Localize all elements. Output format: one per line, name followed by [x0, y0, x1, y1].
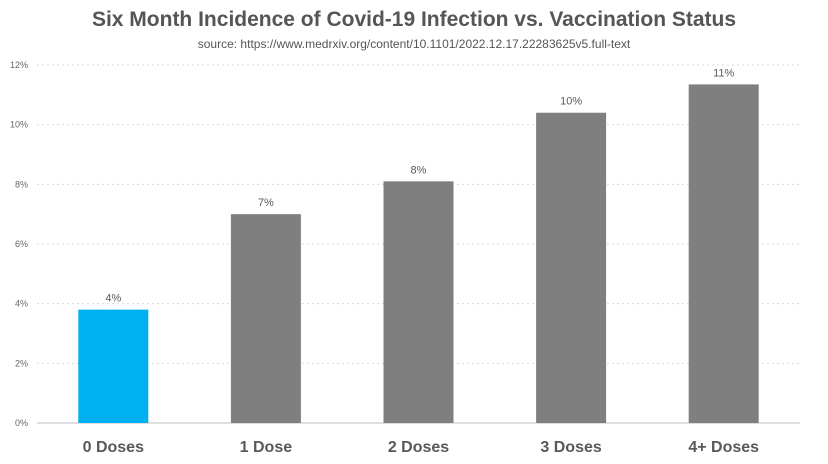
chart-title: Six Month Incidence of Covid-19 Infectio… — [91, 8, 737, 31]
y-tick-label: 8% — [15, 179, 28, 189]
x-tick-label: 2 Doses — [388, 439, 449, 456]
y-tick-label: 10% — [10, 120, 28, 130]
x-tick-label: 1 Dose — [240, 439, 293, 456]
y-tick-label: 12% — [10, 60, 28, 70]
data-label: 7% — [258, 197, 274, 209]
x-tick-label: 3 Doses — [540, 439, 601, 456]
chart-subtitle: source: https://www.medrxiv.org/content/… — [197, 37, 631, 51]
bar — [383, 181, 454, 423]
bar — [78, 309, 149, 423]
bar — [688, 84, 759, 424]
data-label: 11% — [713, 67, 734, 79]
y-tick-label: 2% — [15, 358, 28, 368]
data-label: 4% — [105, 293, 121, 305]
bar — [230, 214, 301, 423]
y-tick-label: 6% — [15, 239, 28, 249]
data-label: 8% — [411, 164, 427, 176]
data-label: 10% — [560, 96, 582, 108]
y-tick-label: 0% — [15, 418, 28, 428]
x-tick-label: 0 Doses — [83, 439, 144, 456]
bar — [536, 112, 607, 423]
x-tick-label: 4+ Doses — [688, 439, 759, 456]
y-tick-label: 4% — [15, 299, 28, 309]
